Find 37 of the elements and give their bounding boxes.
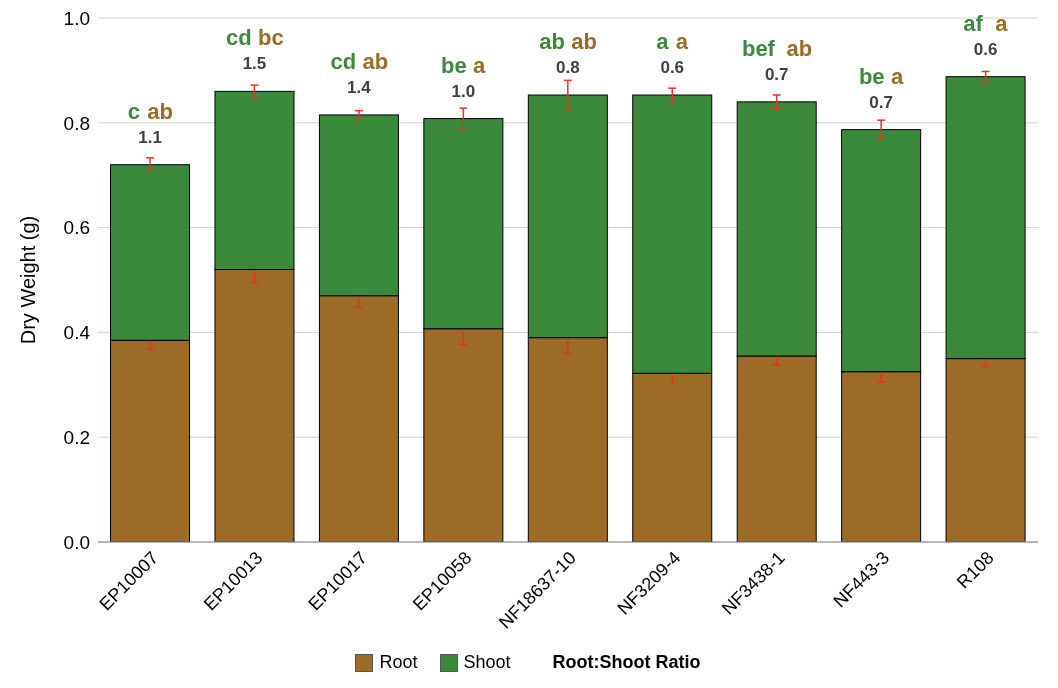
legend-label: Root [378,652,418,673]
annotation: be [441,52,467,78]
annotation: cd [225,25,252,51]
annotation: af [963,10,984,36]
annotation: ab [539,29,565,55]
legend-label: Shoot [462,652,511,673]
annotation: 1.4 [347,77,372,97]
y-tick-label: 0.4 [63,322,91,344]
y-tick-label: 0.0 [63,531,90,553]
annotation: ab [362,48,389,74]
annotation: 0.7 [764,64,789,84]
annotation: 0.6 [973,39,998,59]
y-tick-label: 0.6 [63,217,90,239]
annotation: 0.8 [555,58,580,78]
y-tick-label: 0.2 [63,426,90,448]
annotation: be [858,63,885,89]
annotation: a [890,63,904,89]
annotation: bef [741,35,776,61]
annotation: 0.6 [660,58,685,78]
annotation: a [656,29,670,55]
annotation: 1.1 [138,127,162,147]
annotation: ab [571,29,597,55]
y-tick-label: 1.0 [63,7,90,29]
annotation: 1.0 [451,81,476,101]
annotation: bc [257,25,284,51]
text: Root:Shoot Ratio [552,652,701,673]
annotation: 0.7 [869,92,893,112]
annotation: a [675,29,689,55]
annotation: ab [786,35,813,61]
annotation: a [473,52,487,78]
annotation: c [127,98,141,124]
annotation: ab [147,98,173,124]
y-tick-label: 0.8 [63,112,90,134]
y-axis-title: Dry Weight (g) [17,215,40,345]
annotation: 1.5 [242,54,267,74]
annotation: a [995,10,1009,36]
annotation: cd [330,48,357,74]
